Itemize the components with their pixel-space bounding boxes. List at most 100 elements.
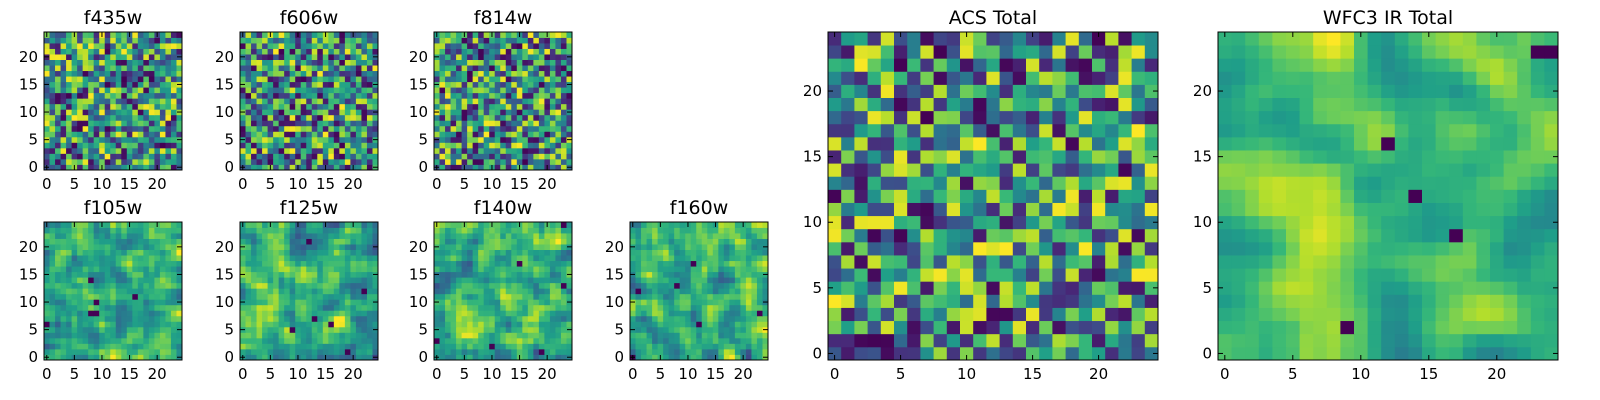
heatmap-cell (745, 332, 752, 339)
heatmap-cell (165, 293, 172, 300)
heatmap-cell (555, 227, 562, 234)
heatmap-cell (251, 103, 257, 110)
heatmap-cell (472, 315, 479, 322)
heatmap-cell (880, 215, 895, 230)
heatmap-cell (450, 348, 457, 355)
heatmap-cell (560, 299, 567, 306)
heatmap-cell (278, 337, 285, 344)
heatmap-cell (170, 136, 177, 143)
heatmap-cell (126, 304, 133, 311)
heatmap-cell (685, 282, 692, 289)
heatmap-cell (511, 326, 518, 333)
heatmap-cell (516, 282, 523, 289)
heatmap-cell (159, 59, 166, 66)
heatmap-cell (734, 304, 741, 311)
heatmap-cell (712, 288, 719, 295)
heatmap-cell (920, 163, 934, 177)
heatmap-cell (273, 233, 280, 239)
heatmap-cell (544, 321, 551, 328)
heatmap-cell (538, 332, 545, 339)
heatmap-cell (154, 114, 161, 121)
heatmap-cell (516, 310, 523, 317)
heatmap-cell (306, 92, 313, 99)
heatmap-cell (707, 315, 714, 322)
heatmap-cell (560, 304, 567, 311)
heatmap-cell (295, 125, 302, 132)
heatmap-cell (55, 348, 61, 355)
heatmap-cell (154, 87, 161, 94)
heatmap-cell (49, 136, 56, 143)
heatmap-cell (434, 337, 440, 344)
heatmap-cell (71, 92, 78, 99)
heatmap-cell (500, 288, 507, 295)
heatmap-cell (154, 332, 161, 339)
heatmap-cell (49, 120, 56, 127)
heatmap-cell (505, 255, 512, 262)
heatmap-cell (555, 136, 562, 143)
heatmap-cell (311, 332, 318, 339)
heatmap-cell (88, 98, 95, 105)
heatmap-cell (71, 255, 78, 262)
heatmap-cell (854, 333, 868, 348)
heatmap-cell (505, 120, 512, 127)
heatmap-cell (300, 48, 307, 55)
heatmap-cell (641, 343, 647, 350)
heatmap-cell (723, 260, 730, 267)
y-tick-label: 0 (614, 348, 624, 366)
heatmap-cell (300, 158, 307, 165)
heatmap-cell (522, 147, 529, 154)
heatmap-cell (538, 260, 545, 267)
heatmap-cell (679, 277, 686, 284)
heatmap-cell (143, 65, 150, 72)
heatmap-cell (240, 43, 246, 49)
heatmap-cell (245, 164, 252, 171)
heatmap-cell (240, 59, 246, 66)
heatmap-cell (663, 266, 670, 273)
heatmap-cell (77, 293, 84, 300)
heatmap-cell (679, 332, 686, 339)
heatmap-cell (450, 98, 457, 105)
heatmap-cell (104, 32, 111, 38)
heatmap-cell (278, 153, 285, 160)
heatmap-cell (317, 76, 324, 83)
heatmap-cell (311, 98, 318, 105)
heatmap-cell (165, 109, 172, 116)
heatmap-cell (333, 158, 340, 165)
heatmap-cell (999, 202, 1014, 217)
heatmap-cell (165, 32, 172, 38)
heatmap-cell (527, 59, 534, 66)
heatmap-cell (560, 266, 567, 273)
heatmap-cell (154, 70, 161, 77)
heatmap-cell (148, 81, 155, 88)
heatmap-cell (148, 142, 155, 149)
heatmap-cell (505, 337, 512, 344)
heatmap-cell (646, 326, 653, 333)
heatmap-cell (44, 348, 50, 355)
heatmap-cell (121, 277, 128, 284)
heatmap-cell (685, 266, 692, 273)
heatmap-cell (516, 249, 523, 256)
heatmap-cell (566, 158, 573, 165)
axes-frame (43, 221, 183, 361)
heatmap-cell (93, 271, 100, 278)
heatmap-cell (555, 321, 562, 328)
heatmap-cell (344, 304, 351, 311)
heatmap-cell (339, 92, 346, 99)
heatmap-cell (93, 136, 100, 143)
heatmap-cell (322, 87, 329, 94)
heatmap-cell (494, 348, 501, 355)
heatmap-cell (154, 76, 161, 83)
heatmap-cell (322, 315, 329, 322)
heatmap-cell (126, 81, 133, 88)
heatmap-cell (132, 98, 139, 105)
heatmap-cell (165, 114, 172, 121)
heatmap-cell (71, 304, 78, 311)
heatmap-cell (82, 277, 89, 284)
heatmap-cell (690, 233, 697, 239)
heatmap-cell (115, 125, 122, 132)
heatmap-cell (933, 346, 948, 361)
heatmap-cell (355, 326, 362, 333)
heatmap-cell (762, 282, 769, 289)
heatmap-cell (126, 125, 133, 132)
heatmap-cell (256, 131, 263, 138)
